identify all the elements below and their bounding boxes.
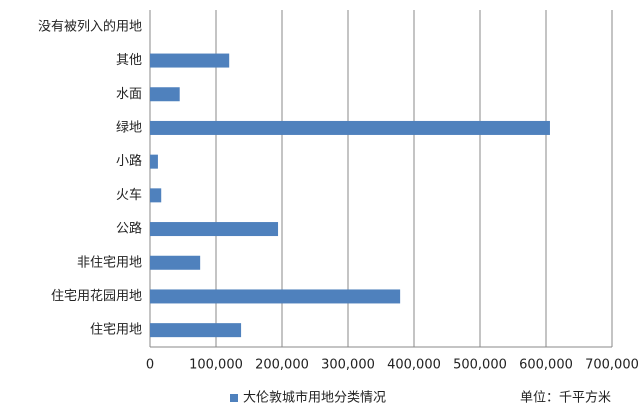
- x-tick-label: 100,000: [189, 358, 243, 373]
- legend-label: 大伦敦城市用地分类情况: [243, 390, 386, 406]
- bar: [150, 120, 550, 135]
- x-tick-label: 0: [146, 358, 154, 373]
- x-tick-label: 400,000: [387, 358, 441, 373]
- x-tick-label: 600,000: [519, 358, 573, 373]
- bar: [150, 87, 180, 102]
- legend-swatch: [230, 394, 238, 402]
- y-tick-label: 绿地: [116, 120, 142, 135]
- bar: [150, 255, 201, 270]
- x-tick-label: 300,000: [321, 358, 375, 373]
- bar: [150, 222, 279, 237]
- x-tick-label: 500,000: [453, 358, 507, 373]
- x-tick-label: 700,000: [585, 358, 639, 373]
- y-tick-label: 非住宅用地: [77, 255, 142, 270]
- y-tick-label: 火车: [116, 187, 142, 203]
- y-tick-label: 小路: [116, 153, 142, 169]
- y-tick-label: 公路: [116, 221, 142, 237]
- y-tick-label: 水面: [116, 87, 142, 102]
- x-tick-label: 200,000: [255, 358, 309, 373]
- y-tick-label: 住宅用花园用地: [51, 288, 142, 304]
- y-tick-label: 住宅用地: [90, 323, 142, 338]
- bar: [150, 53, 230, 68]
- bar: [150, 323, 242, 338]
- bar: [150, 154, 158, 169]
- y-tick-label: 没有被列入的用地: [38, 18, 142, 34]
- bar: [150, 188, 162, 203]
- y-tick-label: 其他: [116, 53, 142, 68]
- unit-annotation: 单位：千平方米: [520, 390, 611, 406]
- bar: [150, 289, 401, 304]
